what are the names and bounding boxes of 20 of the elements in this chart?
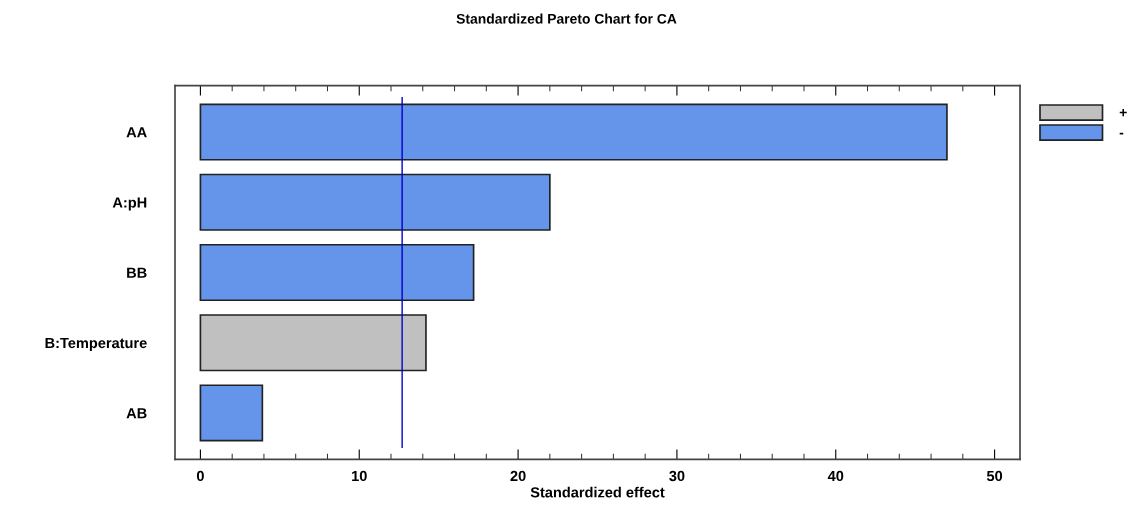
x-tick-label: 10 xyxy=(352,470,367,482)
bar xyxy=(199,173,551,231)
y-tick-label: AB xyxy=(126,408,147,419)
legend-label: - xyxy=(1119,132,1124,135)
y-tick-label: B:Temperature xyxy=(45,337,147,352)
x-axis-title: Standardized effect xyxy=(530,486,665,498)
bar xyxy=(199,314,427,372)
x-tick-label: 50 xyxy=(986,470,1003,482)
x-tick-label: 0 xyxy=(196,470,204,482)
y-tick-label: AA xyxy=(126,127,147,138)
y-tick-label: A:pH xyxy=(112,197,147,211)
x-tick-label: 20 xyxy=(510,470,526,482)
bar xyxy=(199,243,475,302)
bar xyxy=(199,384,264,442)
y-tick-label: BB xyxy=(127,267,147,278)
bar xyxy=(199,103,948,161)
x-tick-label: 40 xyxy=(827,470,844,482)
legend-label: + xyxy=(1119,109,1127,117)
x-tick-label: 30 xyxy=(669,470,685,482)
chart-title: Standardized Pareto Chart for CA xyxy=(456,13,677,24)
